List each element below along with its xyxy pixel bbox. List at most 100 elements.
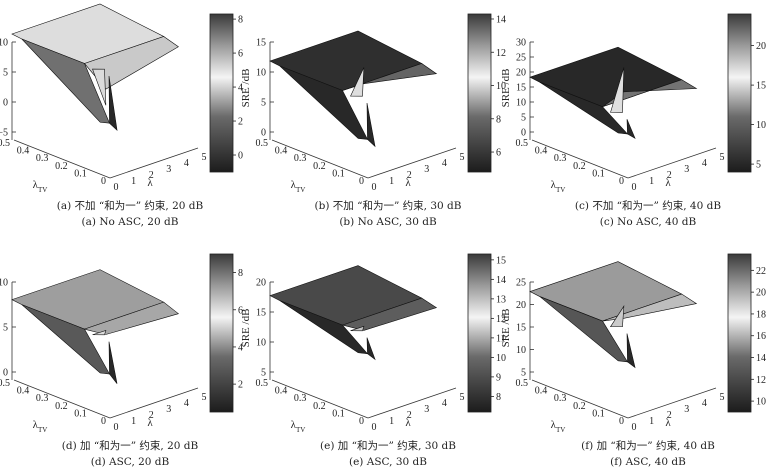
caption-english: (c) No ASC, 40 dB: [600, 216, 697, 228]
lambda-tick-label: 2: [149, 170, 154, 181]
chart-panel-a: −50510SRE /dB0.50.40.30.20.10λTV012345λ0…: [0, 3, 243, 228]
lambda-tv-axis-label: λTV: [33, 419, 48, 434]
lambda-tv-tick-label: 0.1: [332, 168, 345, 179]
lambda-tick-label: 1: [131, 416, 136, 427]
surface-dip: [366, 337, 376, 361]
lambda-tv-tick-label: 0.4: [275, 146, 288, 157]
surface-plateau: [269, 30, 423, 91]
colorbar-tick-label: 4: [238, 342, 243, 353]
lambda-tv-tick-label: 0.1: [332, 408, 345, 419]
lambda-tick-label: 1: [389, 176, 394, 187]
colorbar-tick-label: 15: [756, 81, 766, 92]
caption-english: (f) ASC, 40 dB: [610, 456, 686, 468]
lambda-tv-tick-label: 0.5: [256, 378, 269, 389]
colorbar-tick-label: 12: [496, 48, 506, 59]
lambda-tv-tick-label: 0.2: [55, 401, 68, 412]
z-axis-label: SRE /dB: [500, 309, 512, 348]
lambda-tv-tick-label: 0: [359, 416, 364, 427]
colorbar-tick-label: 6: [496, 148, 501, 159]
lambda-tick-label: 4: [184, 158, 189, 169]
lambda-tv-axis-line: [13, 139, 111, 179]
lambda-tv-tick-label: 0: [619, 416, 624, 427]
colorbar: [467, 253, 492, 413]
z-tick-label: 5: [261, 98, 266, 109]
z-tick-label: 15: [516, 323, 526, 334]
lambda-tv-tick-label: 0.4: [17, 386, 30, 397]
z-tick-label: 25: [516, 53, 526, 64]
lambda-axis-label: λ: [665, 177, 671, 189]
lambda-axis-line: [627, 387, 717, 419]
colorbar-tick-label: 14: [756, 353, 766, 364]
colorbar-tick-label: 4: [238, 83, 243, 94]
lambda-tv-tick-label: 0.3: [36, 153, 49, 164]
z-tick-label: 10: [516, 345, 526, 356]
colorbar-tick-label: 8: [496, 114, 501, 125]
colorbar-tick-label: 0: [238, 151, 243, 162]
lambda-tick-label: 4: [442, 158, 447, 169]
lambda-tv-tick-label: 0: [101, 176, 106, 187]
z-axis-label: SRE /dB: [240, 309, 252, 348]
lambda-tick-label: 4: [184, 398, 189, 409]
lambda-tick-label: 0: [114, 422, 119, 433]
caption-chinese: (b) 不加 “和为一” 约束, 30 dB: [315, 199, 462, 212]
lambda-tick-label: 4: [442, 398, 447, 409]
colorbar-tick-label: 8: [238, 268, 243, 279]
z-tick-label: 5: [3, 68, 8, 79]
lambda-tv-tick-label: 0.4: [275, 386, 288, 397]
surface-peak: [350, 67, 365, 97]
surface-dip: [626, 119, 636, 139]
lambda-tv-axis-label: λTV: [291, 179, 306, 194]
caption-chinese: (e) 加 “和为一” 约束, 30 dB: [320, 439, 456, 452]
z-tick-label: 10: [0, 38, 8, 49]
colorbar-tick-label: 2: [238, 380, 243, 391]
z-tick-label: 10: [516, 98, 526, 109]
colorbar-tick-label: 12: [756, 375, 766, 386]
lambda-axis-line: [109, 147, 199, 179]
surface-peak: [610, 67, 625, 113]
lambda-tick-label: 4: [702, 398, 707, 409]
lambda-tick-label: 0: [632, 182, 637, 193]
colorbar-tick-label: 12: [496, 314, 506, 325]
lambda-axis-label: λ: [665, 417, 671, 429]
lambda-tv-tick-label: 0.2: [55, 161, 68, 172]
caption-chinese: (d) 加 “和为一” 约束, 20 dB: [62, 439, 199, 452]
colorbar-tick-label: 20: [756, 41, 766, 52]
surface-peak: [609, 305, 625, 328]
lambda-tick-label: 0: [114, 182, 119, 193]
lambda-tick-label: 2: [149, 410, 154, 421]
colorbar-tick-label: 10: [496, 353, 506, 364]
z-tick-label: −5: [0, 128, 8, 139]
z-tick-label: 0: [3, 98, 8, 109]
z-tick-label: 5: [261, 368, 266, 379]
lambda-tick-label: 5: [460, 152, 465, 163]
colorbar-tick-label: 5: [756, 160, 761, 171]
lambda-tick-label: 1: [389, 416, 394, 427]
lambda-tv-axis-label: λTV: [551, 419, 566, 434]
z-tick-label: 5: [521, 113, 526, 124]
caption-english: (a) No ASC, 20 dB: [82, 216, 179, 228]
lambda-tick-label: 3: [684, 404, 689, 415]
surface-plateau: [529, 261, 683, 322]
lambda-tv-tick-label: 0.5: [0, 138, 10, 149]
colorbar: [209, 253, 234, 413]
colorbar-tick-label: 10: [496, 81, 506, 92]
colorbar: [467, 13, 492, 173]
z-axis-label: SRE /dB: [500, 69, 512, 108]
lambda-tv-tick-label: 0.5: [516, 378, 529, 389]
surface-peak: [92, 68, 107, 106]
lambda-tv-tick-label: 0.3: [36, 393, 49, 404]
colorbar-tick-label: 14: [496, 275, 506, 286]
lambda-tick-label: 2: [407, 170, 412, 181]
lambda-tv-tick-label: 0.1: [592, 408, 605, 419]
lambda-tick-label: 5: [720, 152, 725, 163]
colorbar: [209, 13, 234, 173]
lambda-tick-label: 2: [407, 410, 412, 421]
z-tick-label: 5: [521, 368, 526, 379]
colorbar-tick-label: 6: [238, 305, 243, 316]
lambda-tick-label: 3: [684, 164, 689, 175]
colorbar: [727, 253, 752, 413]
